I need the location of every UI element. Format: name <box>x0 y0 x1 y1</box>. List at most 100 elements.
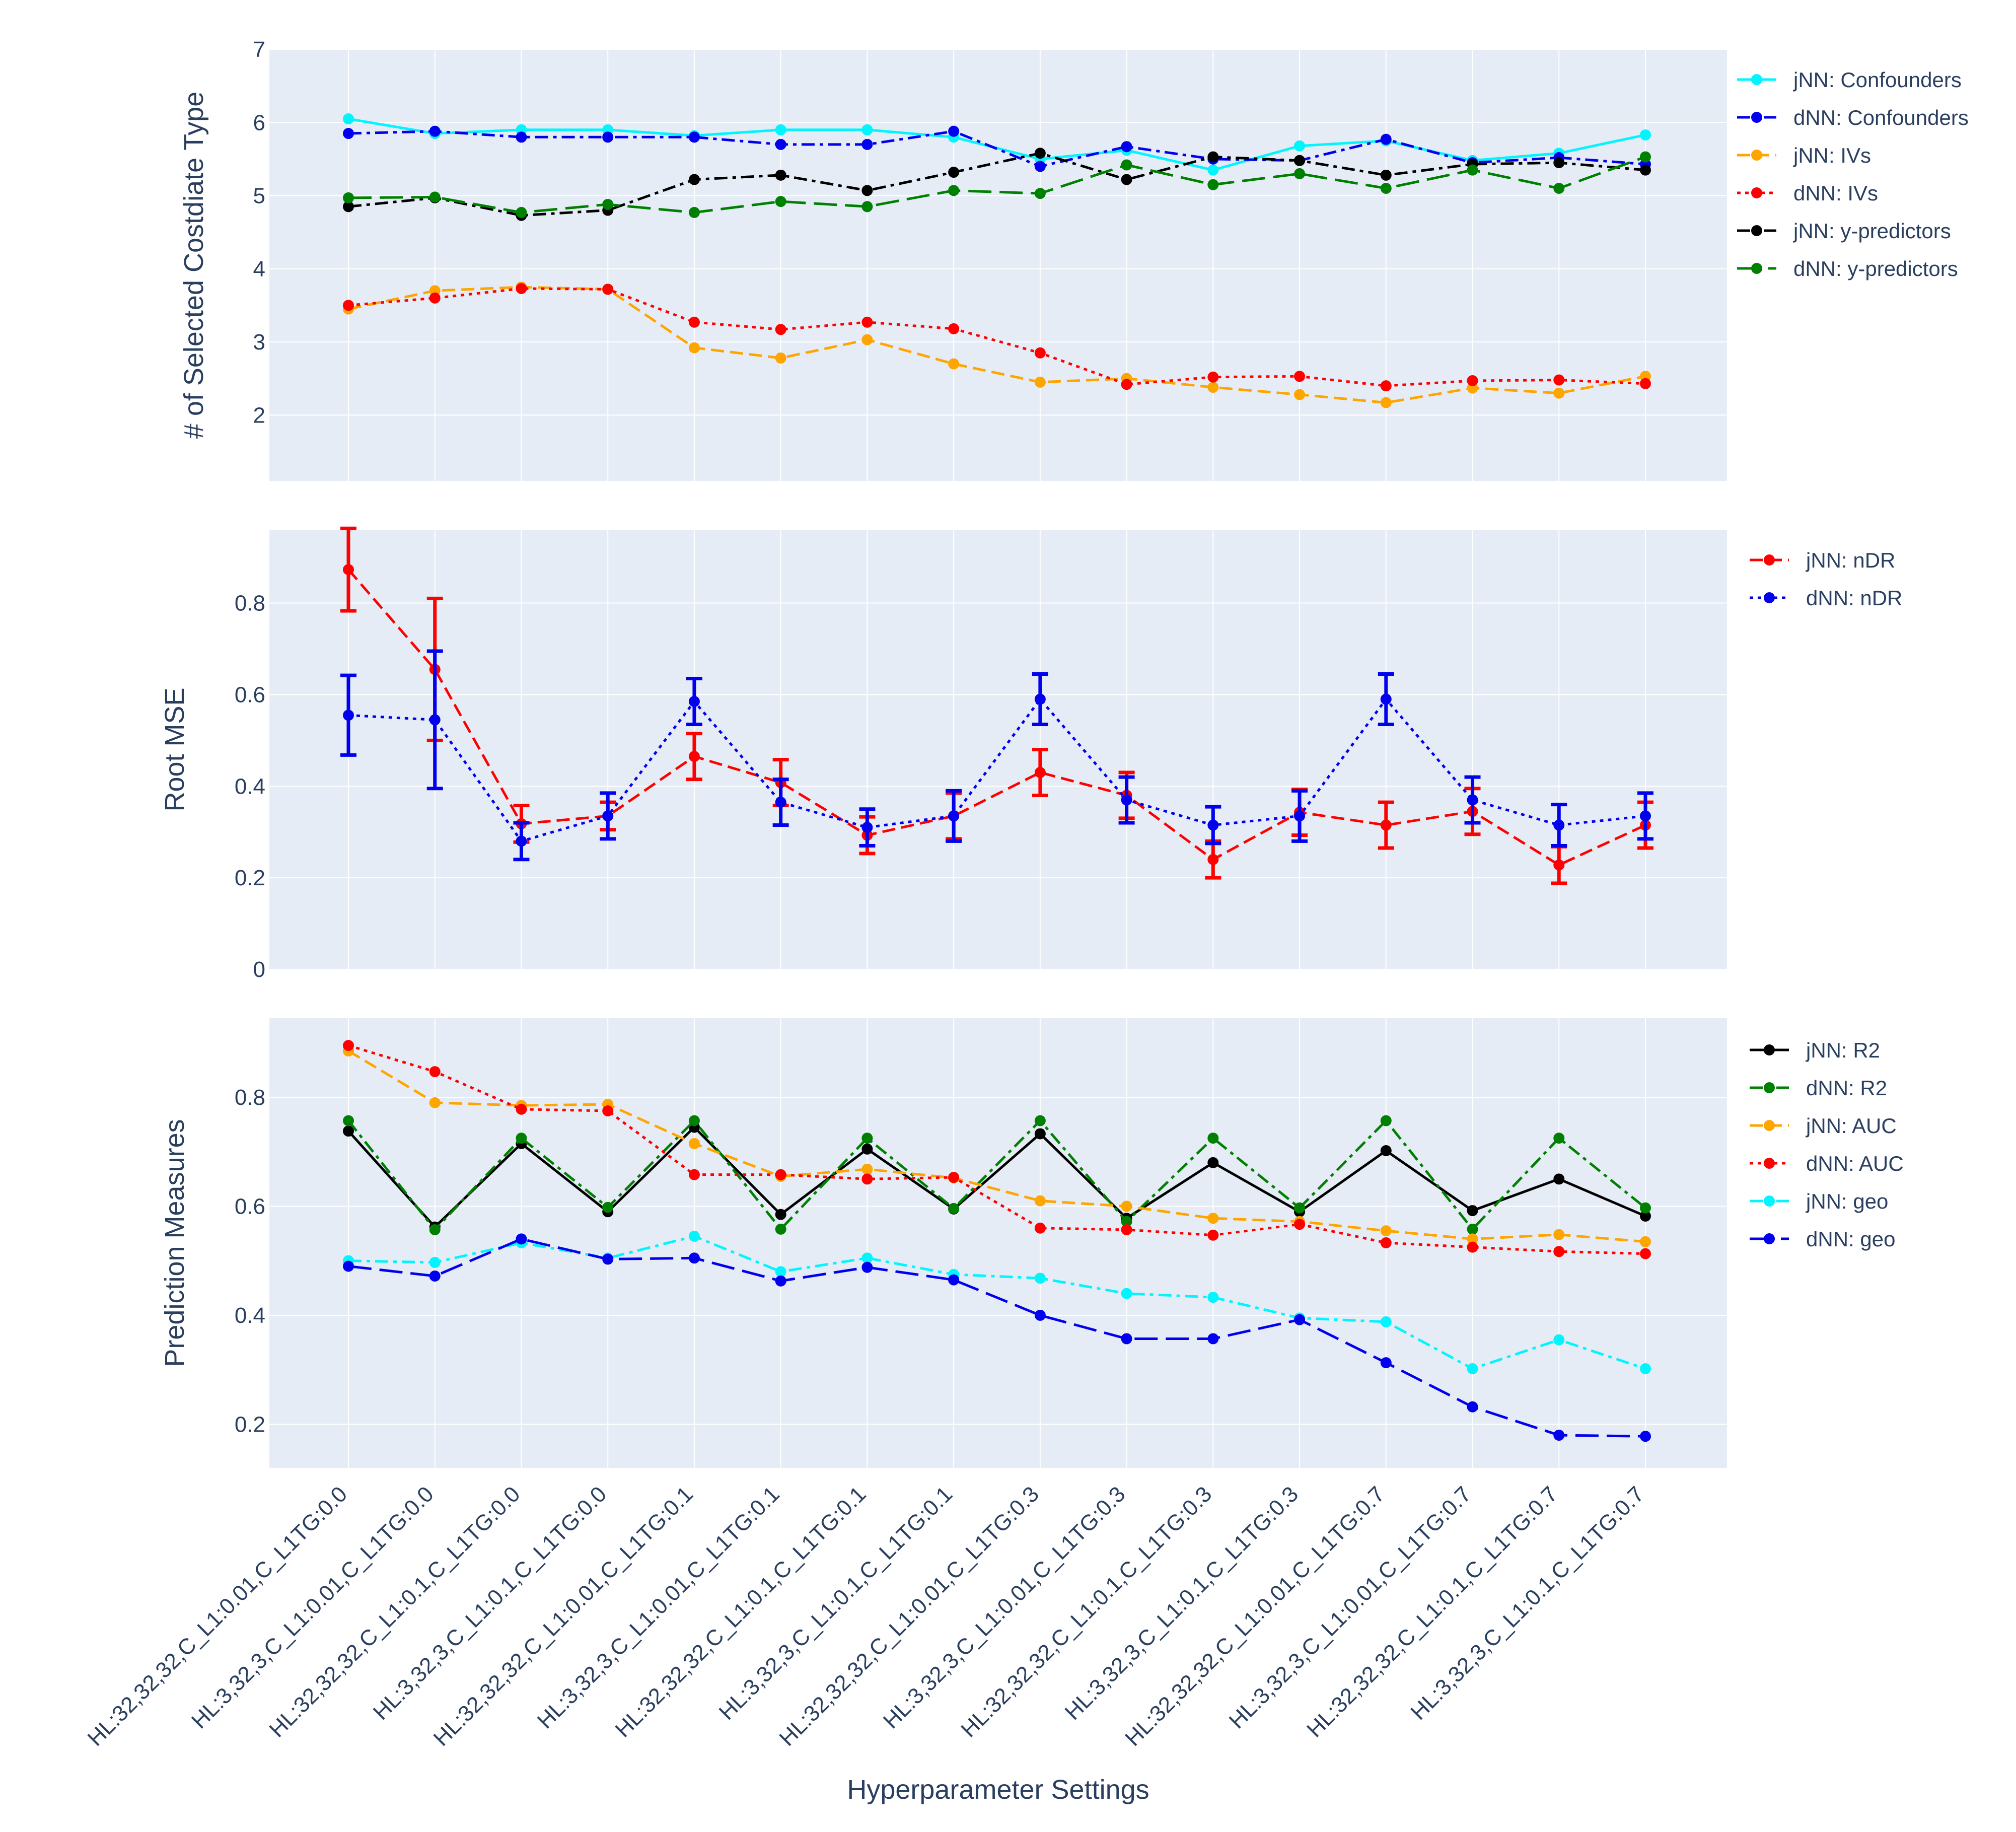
legend-label: jNN: geo <box>1805 1189 1888 1213</box>
y-tick-label: 4 <box>253 257 265 281</box>
y-axis-title: Root MSE <box>160 687 190 811</box>
data-point <box>1207 1213 1219 1224</box>
data-point <box>1294 1314 1306 1325</box>
data-point <box>1640 151 1651 163</box>
legend-item: jNN: Confounders <box>1737 68 1962 92</box>
y-tick-label: 0.6 <box>235 682 265 707</box>
data-point <box>343 192 354 203</box>
y-tick-label: 0 <box>253 957 265 982</box>
data-point <box>775 138 786 150</box>
data-point <box>343 113 354 124</box>
legend-item: dNN: AUC <box>1750 1152 1904 1175</box>
legend-label: jNN: R2 <box>1805 1038 1880 1062</box>
data-point <box>429 1066 441 1078</box>
data-point <box>1207 1333 1219 1345</box>
legend-item: jNN: R2 <box>1750 1038 1880 1062</box>
data-point <box>1294 389 1306 400</box>
data-point <box>1467 375 1478 387</box>
data-point <box>602 1202 614 1213</box>
data-point <box>688 1169 700 1180</box>
data-point <box>1034 693 1046 705</box>
data-point <box>1294 155 1306 166</box>
data-point <box>1380 1145 1392 1157</box>
data-point <box>1640 378 1651 389</box>
data-point <box>429 191 441 203</box>
data-point <box>1640 810 1651 822</box>
data-point <box>1121 141 1132 153</box>
data-point <box>602 1105 614 1117</box>
y-axis-title: Prediction Measures <box>160 1119 190 1367</box>
data-point <box>1034 161 1046 172</box>
data-point <box>1294 168 1306 179</box>
data-point <box>602 284 614 295</box>
data-point <box>1207 382 1219 393</box>
legend-item: jNN: y-predictors <box>1737 219 1951 243</box>
data-point <box>1207 1157 1219 1168</box>
data-point <box>516 131 527 143</box>
data-point <box>1121 794 1132 806</box>
data-point <box>1207 1292 1219 1303</box>
legend-swatch-marker <box>1764 1233 1775 1244</box>
data-point <box>861 1261 873 1273</box>
y-tick-label: 0.8 <box>235 1085 265 1110</box>
data-point <box>861 138 873 150</box>
plot-area <box>269 49 1727 481</box>
legend-swatch-marker <box>1751 112 1762 123</box>
data-point <box>861 201 873 213</box>
series-jnn-geo <box>343 1230 1651 1374</box>
data-point <box>861 316 873 328</box>
series-line <box>348 152 1646 217</box>
legend-item: jNN: nDR <box>1750 548 1895 572</box>
series-line <box>348 1235 1646 1370</box>
data-point <box>948 1203 960 1214</box>
data-point <box>1034 188 1046 199</box>
data-point <box>688 316 700 328</box>
panel-1: 2 3 4 5 6 7 # of Selected Costdiate Type jNN: C… <box>179 37 1969 481</box>
data-point <box>1380 1357 1392 1369</box>
data-point <box>1034 1115 1046 1126</box>
data-point <box>948 358 960 370</box>
legend-item: jNN: IVs <box>1737 144 1871 167</box>
y-tick-label: 0.2 <box>235 866 265 890</box>
data-point <box>1640 1236 1651 1247</box>
legend-swatch-marker <box>1764 1195 1775 1207</box>
data-point <box>1121 1224 1132 1235</box>
data-point <box>1553 1133 1565 1144</box>
data-point <box>1640 1363 1651 1374</box>
legend-label: jNN: IVs <box>1792 144 1871 167</box>
data-point <box>343 128 354 139</box>
data-point <box>775 1275 786 1287</box>
legend-item: dNN: geo <box>1750 1227 1895 1251</box>
data-point <box>1380 819 1392 831</box>
data-point <box>775 797 786 808</box>
data-point <box>1207 151 1219 163</box>
legend-swatch-marker <box>1764 1044 1775 1055</box>
data-point <box>343 1125 354 1137</box>
data-point <box>1380 169 1392 181</box>
data-point <box>948 185 960 196</box>
y-tick-label: 0.8 <box>235 591 265 616</box>
legend-label: jNN: AUC <box>1805 1114 1897 1138</box>
data-point <box>861 1133 873 1144</box>
y-tick-label: 3 <box>253 330 265 355</box>
data-point <box>1467 794 1478 806</box>
legend-swatch-marker <box>1751 150 1762 161</box>
data-point <box>602 198 614 210</box>
data-point <box>1553 182 1565 194</box>
legend-item: jNN: AUC <box>1750 1114 1897 1138</box>
y-tick-label: 0.2 <box>235 1412 265 1437</box>
data-point <box>1640 164 1651 176</box>
legend-label: jNN: nDR <box>1805 548 1895 572</box>
legend-item: dNN: IVs <box>1737 181 1878 205</box>
series-line <box>347 1125 1646 1229</box>
data-point <box>688 1138 700 1149</box>
series-dnn-r2 <box>343 1115 1651 1235</box>
y-tick-label: 6 <box>253 110 265 135</box>
data-point <box>1380 133 1392 145</box>
data-point <box>775 1209 786 1220</box>
data-point <box>1294 1202 1306 1214</box>
data-point <box>1207 371 1219 383</box>
data-point <box>775 1266 786 1278</box>
